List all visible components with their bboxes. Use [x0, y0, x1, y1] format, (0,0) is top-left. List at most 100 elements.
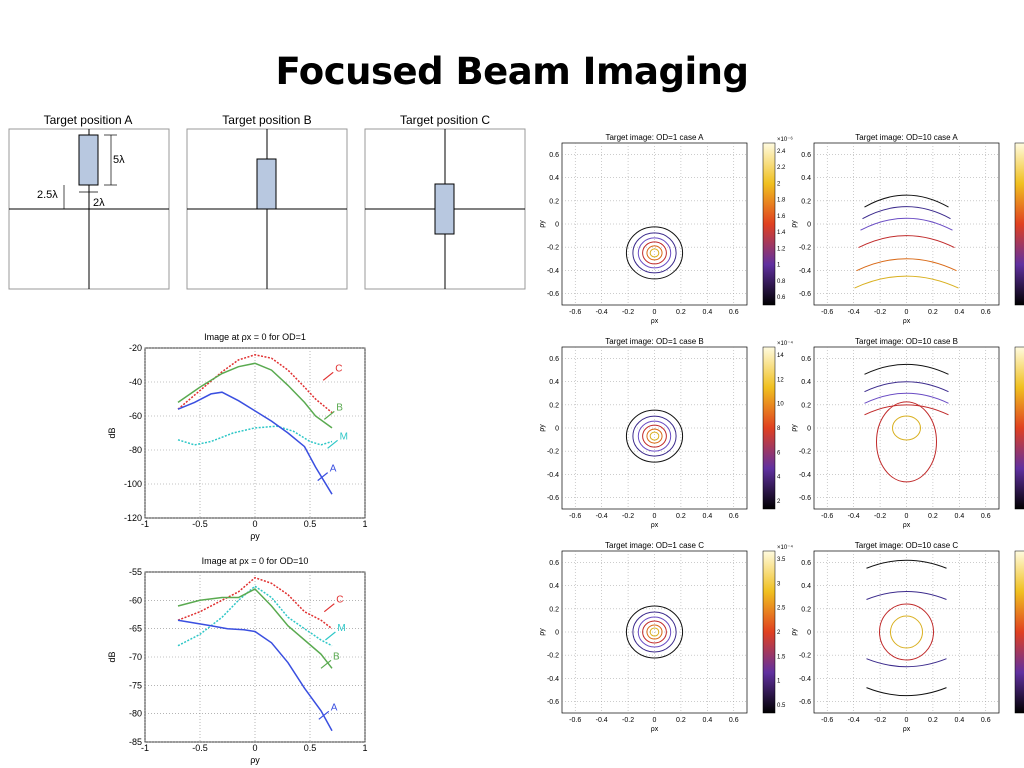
- y-tick-label: 0.2: [801, 198, 811, 205]
- y-tick-label: -0.2: [547, 449, 559, 456]
- contour-ring: [642, 620, 667, 644]
- x-tick-label: 0: [905, 717, 909, 724]
- contour-ring: [646, 245, 663, 261]
- colorbar-tick-label: 0.5: [777, 703, 786, 709]
- colorbar: [1014, 142, 1024, 306]
- colorbar-tick-label: 1.5: [777, 654, 786, 660]
- x-tick-label: 0: [653, 717, 657, 724]
- y-tick-label: -55: [129, 567, 142, 577]
- colorbar-scale: ×10⁻⁶: [777, 136, 793, 143]
- contour-title: Target image: OD=10 case A: [855, 133, 958, 142]
- x-tick-label: 0.4: [954, 513, 964, 520]
- target-a-box: [78, 134, 99, 186]
- x-tick-label: -0.2: [622, 513, 634, 520]
- x-tick-label: -0.6: [821, 309, 833, 316]
- y-tick-label: 0.2: [549, 606, 559, 613]
- contour-ring: [632, 232, 677, 274]
- y-tick-label: 0.6: [549, 560, 559, 567]
- y-tick-label: -85: [129, 737, 142, 747]
- series-line-b: [177, 362, 333, 429]
- colorbar-tick-label: 1.8: [777, 198, 786, 204]
- contour-arc: [866, 591, 947, 600]
- x-tick-label: 0.6: [981, 513, 991, 520]
- arrow-b: [320, 659, 332, 669]
- contour-panel-2: Target image: OD=10 case A -0.6 -0.6 -0.4 -0…: [791, 133, 1024, 325]
- x-tick-label: 0: [252, 519, 257, 529]
- contour-panel-6: Target image: OD=10 case C -0.6 -0.6 -0.4 -0…: [791, 541, 1024, 733]
- colorbar-tick-label: 3: [777, 581, 781, 587]
- contour-panel-4: Target image: OD=10 case B -0.6 -0.6 -0.4 -0…: [791, 337, 1024, 529]
- chart-od1: Image at ρx = 0 for OD=1 -1 -0.5 0 0.5 1 -20 -4…: [107, 332, 368, 541]
- colorbar-tick-label: 14: [777, 353, 784, 359]
- colorbar-tick-label: 8: [777, 426, 781, 432]
- y-tick-label: -0.4: [799, 268, 811, 275]
- y-tick-label: 0.2: [801, 606, 811, 613]
- x-axis-label: ρx: [903, 318, 911, 325]
- contour-ring: [632, 415, 677, 457]
- x-tick-label: -0.2: [874, 717, 886, 724]
- x-tick-label: 0.6: [981, 717, 991, 724]
- contour-arc: [864, 381, 949, 393]
- colorbar-tick-label: 2.2: [777, 165, 786, 171]
- chart-title: Image at ρx = 0 for OD=10: [202, 556, 309, 566]
- contour-title: Target image: OD=10 case B: [855, 337, 958, 346]
- y-tick-label: -0.6: [799, 291, 811, 298]
- y-tick-label: -60: [129, 595, 142, 605]
- line-charts: Image at ρx = 0 for OD=1 -1 -0.5 0 0.5 1 -20 -4…: [107, 332, 368, 765]
- colorbar-tick-label: 2: [777, 181, 781, 187]
- colorbar-tick-label: 12: [777, 377, 784, 383]
- contour-ring: [646, 428, 663, 444]
- y-tick-label: 0.4: [801, 583, 811, 590]
- arrow-a: [317, 472, 329, 482]
- x-tick-label: 0.4: [702, 309, 712, 316]
- arrow-label-a: A: [330, 464, 337, 475]
- contour-ring: [649, 248, 660, 258]
- x-tick-label: 0.5: [304, 519, 317, 529]
- colorbar: [762, 142, 776, 306]
- x-tick-label: 0: [905, 309, 909, 316]
- x-tick-label: 0.6: [729, 513, 739, 520]
- contour-title: Target image: OD=10 case C: [855, 541, 959, 550]
- x-tick-label: -0.6: [569, 309, 581, 316]
- contour-arc: [864, 363, 949, 375]
- chart-od10: Image at ρx = 0 for OD=10 -1 -0.5 0 0.5 1 -55 -…: [107, 556, 368, 765]
- dim-width-label: 2λ: [93, 197, 105, 209]
- colorbar-tick-label: 1: [777, 263, 781, 269]
- contour-arc: [866, 559, 947, 569]
- x-axis-label: ρx: [651, 726, 659, 733]
- x-tick-label: 0.4: [954, 309, 964, 316]
- x-tick-label: 0: [653, 513, 657, 520]
- x-tick-label: -0.2: [874, 309, 886, 316]
- x-tick-label: 0.2: [928, 309, 938, 316]
- x-tick-label: -0.4: [848, 309, 860, 316]
- y-tick-label: -100: [124, 479, 142, 489]
- colorbar-scale: ×10⁻⁴: [777, 544, 793, 551]
- x-tick-label: 0.4: [702, 717, 712, 724]
- contour-ring: [649, 431, 660, 441]
- arrow-a: [318, 710, 330, 720]
- y-tick-label: -0.6: [547, 699, 559, 706]
- x-tick-label: -0.6: [569, 513, 581, 520]
- colorbar-tick-label: 4: [777, 475, 781, 481]
- arrow-label-b: B: [333, 651, 340, 662]
- y-tick-label: -70: [129, 652, 142, 662]
- x-tick-label: 0: [653, 309, 657, 316]
- contour-ring: [637, 420, 672, 452]
- x-tick-label: 0.2: [928, 513, 938, 520]
- contour-ring: [637, 616, 672, 648]
- colorbar-tick-label: 2: [777, 499, 781, 505]
- arrow-label-c: C: [335, 363, 342, 374]
- y-tick-label: -0.2: [547, 653, 559, 660]
- x-tick-label: 0.2: [676, 513, 686, 520]
- contour-ring: [892, 415, 921, 441]
- contour-arc: [866, 658, 947, 668]
- x-axis-label: ρx: [903, 522, 911, 529]
- y-tick-label: -0.4: [799, 472, 811, 479]
- colorbar-tick-label: 0.8: [777, 279, 786, 285]
- x-tick-label: 0.2: [676, 717, 686, 724]
- y-tick-label: -80: [129, 709, 142, 719]
- contour-ring: [649, 627, 660, 637]
- x-tick-label: -0.4: [596, 309, 608, 316]
- contour-arc: [864, 404, 949, 416]
- y-tick-label: -60: [129, 411, 142, 421]
